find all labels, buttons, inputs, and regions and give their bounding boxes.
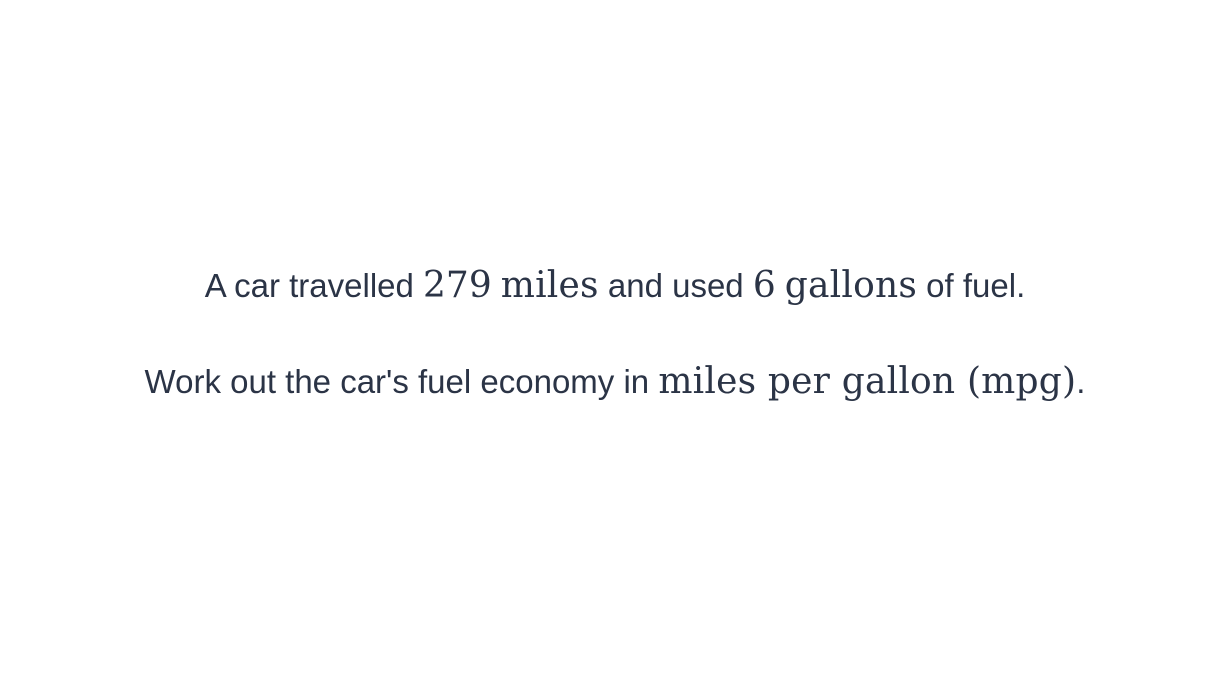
unit-phrase: miles per gallon (mpg) — [658, 361, 1077, 402]
question-line-2: Work out the car's fuel economy in miles… — [0, 360, 1230, 404]
question-line-1: A car travelled 279 miles and used 6 gallo… — [0, 264, 1230, 308]
line2-suffix: . — [1076, 363, 1086, 400]
distance-value: 279 — [423, 265, 492, 306]
line1-prefix: A car travelled — [204, 267, 424, 304]
fuel-value: 6 — [752, 265, 776, 306]
line2-prefix: Work out the car's fuel economy in — [144, 363, 659, 400]
fuel-unit: gallons — [784, 265, 918, 306]
line1-suffix: of fuel. — [917, 267, 1026, 304]
distance-unit: miles — [500, 265, 599, 306]
line1-middle: and used — [598, 267, 753, 304]
